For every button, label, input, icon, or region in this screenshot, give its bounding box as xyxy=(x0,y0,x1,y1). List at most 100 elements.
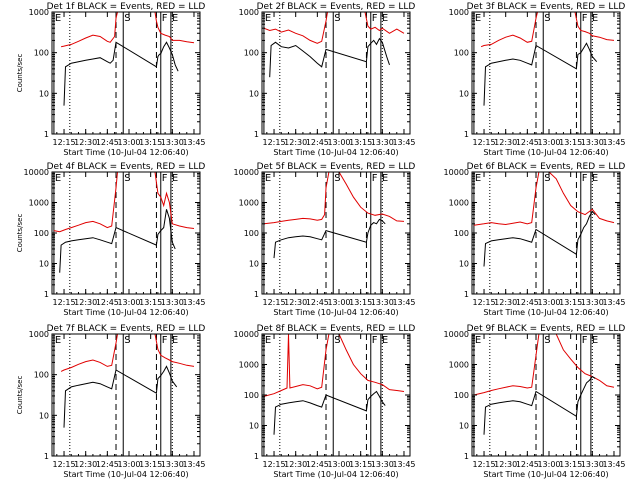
event-marker-label: E xyxy=(55,335,61,346)
y-tick-label: 1000 xyxy=(29,330,49,339)
x-tick-label: 13:45 xyxy=(182,460,205,469)
x-tick-label: 12:30 xyxy=(284,138,307,147)
series-line-lld xyxy=(60,12,195,48)
x-tick-label: 13:30 xyxy=(581,460,604,469)
x-tick-label: 13:15 xyxy=(559,460,582,469)
plot-frame xyxy=(51,333,201,457)
event-marker-label: E xyxy=(382,173,388,184)
y-tick-label: 10000 xyxy=(24,168,49,177)
x-tick-label: 13:00 xyxy=(117,138,140,147)
x-tick-label: 13:15 xyxy=(139,460,162,469)
x-tick-label: 13:30 xyxy=(371,460,394,469)
y-tick-label: 1000 xyxy=(29,8,49,17)
x-tick-label: 13:00 xyxy=(537,460,560,469)
x-tick-label: 13:30 xyxy=(161,460,184,469)
y-tick-label: 1 xyxy=(464,130,469,139)
y-tick-label: 1000 xyxy=(239,199,259,208)
y-axis-label: Counts/sec xyxy=(16,214,24,253)
y-tick-label: 100 xyxy=(34,49,49,58)
x-tick-label: 12:15 xyxy=(473,138,496,147)
x-tick-label: 13:30 xyxy=(371,138,394,147)
y-tick-label: 10 xyxy=(459,89,469,98)
x-tick-label: 12:45 xyxy=(516,138,539,147)
y-tick-label: 100 xyxy=(454,229,469,238)
event-marker-label: S xyxy=(544,335,550,346)
event-marker-label: E xyxy=(475,335,481,346)
event-marker-label: E xyxy=(382,13,388,24)
y-tick-label: 100 xyxy=(244,391,259,400)
series-line-lld xyxy=(473,334,615,396)
y-tick-label: 10 xyxy=(249,260,259,269)
x-tick-label: 13:45 xyxy=(182,138,205,147)
event-marker-label: E xyxy=(475,173,481,184)
event-marker-label: S xyxy=(334,335,340,346)
x-tick-label: 13:00 xyxy=(117,460,140,469)
panel-title: Det 5f BLACK = Events, RED = LLD xyxy=(257,162,416,172)
x-tick-label: 12:30 xyxy=(74,460,97,469)
panel-title: Det 3f BLACK = Events, RED = LLD xyxy=(467,2,626,12)
y-tick-label: 100 xyxy=(244,229,259,238)
plot-frame xyxy=(261,333,411,457)
x-tick-label: 12:30 xyxy=(284,298,307,307)
plot-frame xyxy=(471,333,621,457)
event-marker-label: F xyxy=(162,335,168,346)
x-tick-label: 13:30 xyxy=(581,138,604,147)
plot-frame xyxy=(471,11,621,135)
x-axis-label: Start Time (10-Jul-04 12:06:40) xyxy=(483,308,608,317)
event-marker-label: E xyxy=(172,13,178,24)
panel-title: Det 9f BLACK = Events, RED = LLD xyxy=(467,324,626,334)
y-axis-label: Counts/sec xyxy=(16,54,24,93)
event-marker-label: F xyxy=(162,13,168,24)
y-tick-label: 100 xyxy=(244,49,259,58)
event-marker-label: E xyxy=(592,173,598,184)
plot-frame xyxy=(51,171,201,295)
x-axis-label: Start Time (10-Jul-04 12:06:40) xyxy=(63,148,188,157)
y-tick-label: 1000 xyxy=(239,8,259,17)
series-line-events xyxy=(63,365,178,428)
x-tick-label: 13:00 xyxy=(537,298,560,307)
panel-title: Det 4f BLACK = Events, RED = LLD xyxy=(47,162,206,172)
event-marker-label: F xyxy=(372,13,378,24)
event-marker-label: E xyxy=(592,13,598,24)
x-tick-label: 12:30 xyxy=(74,298,97,307)
series-line-lld xyxy=(263,172,405,225)
x-axis-label: Start Time (10-Jul-04 12:06:40) xyxy=(273,308,398,317)
event-marker-label: E xyxy=(265,173,271,184)
series-line-lld xyxy=(480,12,615,48)
x-tick-label: 13:30 xyxy=(161,138,184,147)
x-tick-label: 12:45 xyxy=(306,138,329,147)
x-tick-label: 13:30 xyxy=(371,298,394,307)
panel-title: Det 1f BLACK = Events, RED = LLD xyxy=(47,2,206,12)
x-tick-label: 12:15 xyxy=(263,460,286,469)
y-tick-label: 10 xyxy=(39,89,49,98)
event-marker-label: S xyxy=(124,173,130,184)
y-tick-label: 1000 xyxy=(29,199,49,208)
y-tick-label: 1 xyxy=(44,290,49,299)
x-tick-label: 13:45 xyxy=(392,298,415,307)
y-tick-label: 10 xyxy=(459,260,469,269)
y-tick-label: 1 xyxy=(44,452,49,461)
x-axis-label: Start Time (10-Jul-04 12:06:40) xyxy=(273,470,398,479)
y-tick-label: 10000 xyxy=(444,330,469,339)
series-line-lld xyxy=(60,334,195,372)
x-tick-label: 12:45 xyxy=(516,298,539,307)
x-tick-label: 13:45 xyxy=(392,460,415,469)
y-tick-label: 10 xyxy=(249,422,259,431)
y-tick-label: 1 xyxy=(254,290,259,299)
event-marker-label: E xyxy=(592,335,598,346)
x-tick-label: 13:15 xyxy=(349,298,372,307)
event-marker-label: E xyxy=(172,173,178,184)
series-line-events xyxy=(63,41,179,106)
series-line-events xyxy=(483,375,596,435)
event-marker-label: E xyxy=(172,335,178,346)
x-tick-label: 12:30 xyxy=(284,460,307,469)
panel-title: Det 6f BLACK = Events, RED = LLD xyxy=(467,162,626,172)
y-tick-label: 10 xyxy=(39,260,49,269)
x-tick-label: 13:00 xyxy=(327,460,350,469)
